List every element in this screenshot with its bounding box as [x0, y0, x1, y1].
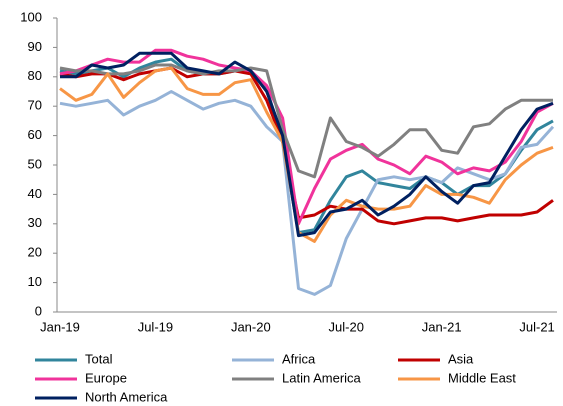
legend-label: North America: [85, 389, 168, 404]
y-tick-label: 50: [28, 156, 42, 171]
series-line: [59, 66, 554, 243]
series-line: [59, 63, 553, 179]
series-line: [59, 90, 555, 296]
x-tick-label: Jan-19: [40, 319, 80, 334]
x-tick-label: Jan-20: [231, 319, 271, 334]
legend-label: Africa: [282, 351, 316, 366]
legend-label: Middle East: [448, 370, 516, 385]
y-tick-label: 60: [28, 127, 42, 142]
x-tick-label: Jan-21: [422, 319, 462, 334]
y-tick-label: 40: [28, 186, 42, 201]
y-tick-label: 0: [35, 303, 42, 318]
x-tick-label: Jul-20: [329, 319, 364, 334]
y-tick-label: 20: [28, 245, 42, 260]
legend-label: Latin America: [282, 370, 362, 385]
y-tick-label: 10: [28, 274, 42, 289]
legend-label: Europe: [85, 370, 127, 385]
y-tick-label: 100: [20, 9, 42, 24]
legend-label: Asia: [448, 351, 474, 366]
legend-label: Total: [85, 351, 113, 366]
series-line: [60, 51, 554, 238]
y-tick-label: 30: [28, 215, 42, 230]
y-tick-label: 80: [28, 68, 42, 83]
y-tick-label: 90: [28, 39, 42, 54]
x-tick-label: Jul-19: [138, 319, 173, 334]
y-tick-label: 70: [28, 98, 42, 113]
x-tick-label: Jul-21: [519, 319, 554, 334]
series-line: [59, 66, 554, 226]
series-line: [59, 48, 554, 226]
